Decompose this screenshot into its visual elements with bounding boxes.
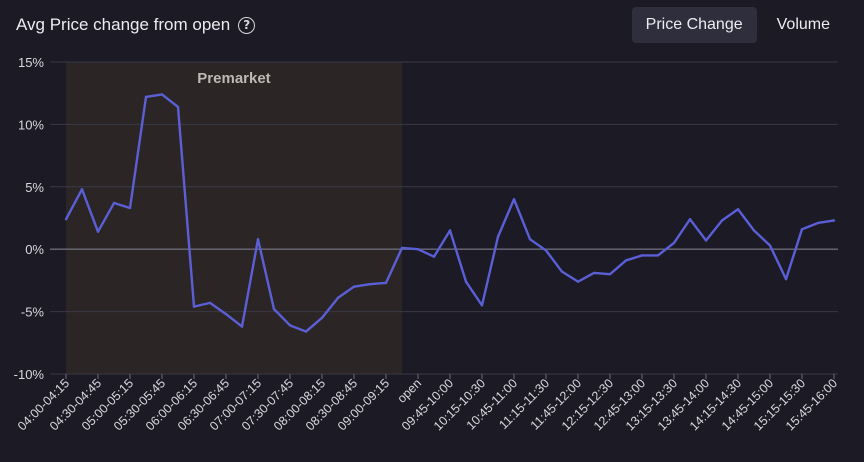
data-point: [400, 246, 404, 250]
data-point: [704, 239, 708, 242]
data-point: [144, 95, 148, 99]
data-point: [576, 280, 580, 283]
data-point: [416, 248, 420, 251]
tab-volume[interactable]: Volume: [776, 16, 830, 33]
data-point: [528, 238, 532, 241]
data-point: [624, 259, 628, 262]
data-point: [464, 280, 468, 283]
data-point: [208, 301, 212, 305]
data-point: [64, 218, 68, 221]
data-point: [656, 254, 660, 257]
y-tick-label: 15%: [18, 55, 44, 70]
data-point: [128, 206, 132, 210]
data-point: [512, 198, 516, 201]
data-point: [592, 271, 596, 275]
data-point: [752, 229, 756, 232]
data-point: [352, 285, 356, 288]
data-point: [784, 277, 788, 281]
data-point: [224, 312, 228, 316]
data-point: [272, 307, 276, 311]
data-point: [336, 296, 340, 300]
y-tick-label: 10%: [18, 117, 44, 132]
data-point: [832, 219, 836, 222]
data-point: [544, 249, 548, 252]
data-point: [816, 221, 820, 225]
premarket-region: [66, 62, 402, 374]
data-point: [112, 201, 116, 205]
chart-header: Avg Price change from open ?: [16, 12, 256, 38]
data-point: [736, 208, 740, 211]
data-point: [288, 324, 292, 327]
data-point: [368, 282, 372, 286]
y-tick-label: 5%: [25, 180, 44, 195]
data-point: [800, 228, 804, 231]
data-point: [80, 188, 84, 191]
y-tick-label: 0%: [25, 242, 44, 257]
data-point: [176, 105, 180, 109]
data-point: [96, 230, 100, 233]
data-point: [720, 219, 724, 222]
data-point: [304, 330, 308, 333]
data-point: [672, 241, 676, 245]
data-point: [496, 235, 500, 238]
data-point: [192, 305, 196, 308]
y-tick-label: -5%: [21, 305, 45, 320]
data-point: [320, 316, 324, 320]
data-point: [160, 93, 164, 96]
tab-price-change[interactable]: Price Change: [631, 7, 757, 43]
data-point: [448, 229, 452, 232]
data-point: [560, 270, 564, 273]
data-point: [384, 281, 388, 285]
y-tick-label: -10%: [14, 367, 45, 382]
chart-tabs: Price Change Volume: [631, 7, 844, 43]
data-point: [688, 218, 692, 221]
chart-title: Avg Price change from open: [16, 15, 231, 34]
premarket-label: Premarket: [197, 70, 270, 87]
data-point: [256, 238, 260, 241]
data-point: [480, 304, 484, 307]
data-point: [432, 255, 436, 258]
data-point: [640, 254, 644, 257]
data-point: [608, 272, 612, 276]
data-point: [240, 325, 244, 328]
data-point: [768, 244, 772, 247]
question-circle-icon[interactable]: ?: [238, 16, 256, 34]
